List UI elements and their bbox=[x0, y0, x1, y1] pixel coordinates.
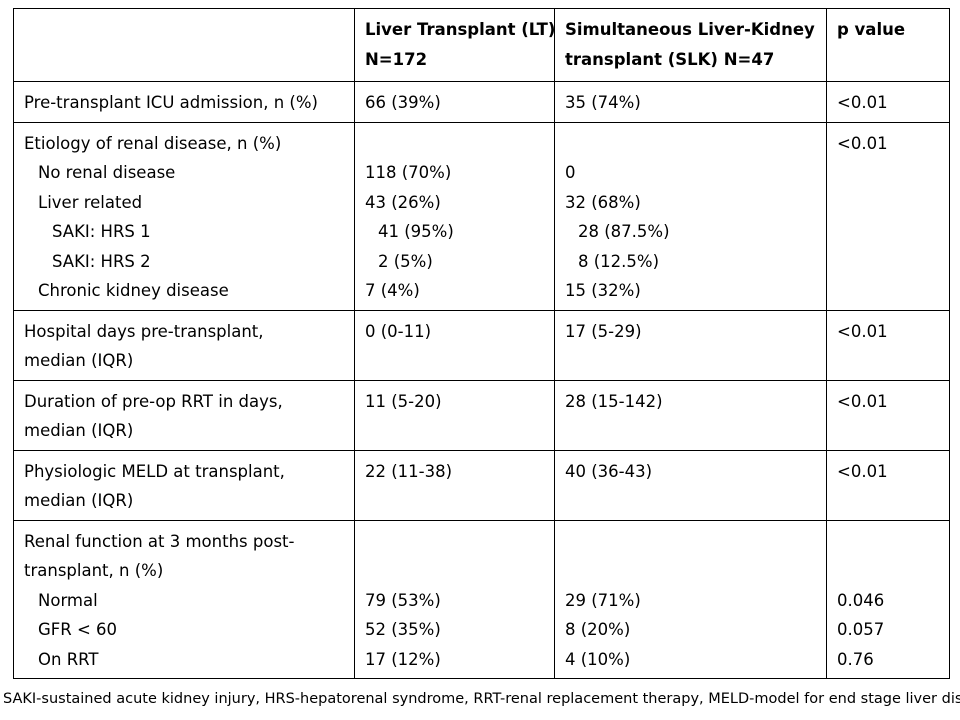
rrt-slk: 28 (15-142) bbox=[554, 379, 827, 451]
table-row-rrt: Duration of pre-op RRT in days, median (… bbox=[13, 379, 950, 451]
renal-onrrt-label: On RRT bbox=[38, 649, 99, 669]
renal-normal-slk: 29 (71%) bbox=[565, 590, 641, 610]
meld-p: <0.01 bbox=[826, 449, 950, 521]
etiology-hrs2-label: SAKI: HRS 2 bbox=[52, 251, 151, 271]
etiology-lt-cell: 118 (70%) 43 (26%) 41 (95%) 2 (5%) 7 (4%… bbox=[354, 121, 555, 311]
rrt-p: <0.01 bbox=[826, 379, 950, 451]
header-lt-line2: N=172 bbox=[365, 49, 428, 69]
renal-normal-lt: 79 (53%) bbox=[365, 590, 441, 610]
footnote: SAKI-sustained acute kidney injury, HRS-… bbox=[3, 691, 960, 707]
renal-normal-p: 0.046 bbox=[837, 590, 885, 610]
etiology-ckd-label: Chronic kidney disease bbox=[38, 281, 229, 300]
icu-slk: 35 (74%) bbox=[554, 81, 827, 123]
renal-label-line1: Renal function at 3 months post- bbox=[24, 531, 295, 551]
etiology-none-label: No renal disease bbox=[38, 163, 176, 182]
icu-label: Pre-transplant ICU admission, n (%) bbox=[13, 81, 355, 123]
header-lt: Liver Transplant (LT) N=172 bbox=[354, 8, 556, 82]
etiology-hrs2-lt: 2 (5%) bbox=[378, 251, 433, 271]
header-lt-line1: Liver Transplant (LT) bbox=[365, 20, 556, 39]
etiology-hrs1-lt: 41 (95%) bbox=[378, 222, 454, 241]
table-row-renal: Renal function at 3 months post- transpl… bbox=[13, 519, 950, 679]
comparison-table: Liver Transplant (LT) N=172 Simultaneous… bbox=[13, 8, 950, 679]
renal-normal-label: Normal bbox=[38, 590, 98, 610]
etiology-hrs2-slk: 8 (12.5%) bbox=[578, 251, 660, 271]
hospital-label-line1: Hospital days pre-transplant, bbox=[24, 321, 264, 341]
etiology-none-lt: 118 (70%) bbox=[365, 163, 452, 182]
etiology-p-cell: <0.01 bbox=[826, 121, 950, 311]
etiology-slk-cell: 0 32 (68%) 28 (87.5%) 8 (12.5%) 15 (32%) bbox=[554, 121, 827, 311]
hospital-label-line2: median (IQR) bbox=[24, 351, 134, 370]
renal-slk-cell: 29 (71%) 8 (20%) 4 (10%) bbox=[554, 519, 827, 679]
rrt-label-cell: Duration of pre-op RRT in days, median (… bbox=[13, 379, 355, 451]
renal-label-line2: transplant, n (%) bbox=[24, 561, 164, 580]
renal-gfr-p: 0.057 bbox=[837, 620, 885, 639]
header-slk-line1: Simultaneous Liver-Kidney bbox=[565, 20, 815, 39]
table-row-hospital: Hospital days pre-transplant, median (IQ… bbox=[13, 309, 950, 381]
hospital-label-cell: Hospital days pre-transplant, median (IQ… bbox=[13, 309, 355, 381]
etiology-liver-slk: 32 (68%) bbox=[565, 192, 641, 212]
rrt-label-line2: median (IQR) bbox=[24, 421, 134, 440]
etiology-label-cell: Etiology of renal disease, n (%) No rena… bbox=[13, 121, 355, 311]
renal-onrrt-slk: 4 (10%) bbox=[565, 649, 631, 669]
hospital-p: <0.01 bbox=[826, 309, 950, 381]
etiology-p: <0.01 bbox=[837, 133, 888, 153]
hospital-slk: 17 (5-29) bbox=[554, 309, 827, 381]
header-row: Liver Transplant (LT) N=172 Simultaneous… bbox=[13, 8, 950, 82]
icu-p: <0.01 bbox=[826, 81, 950, 123]
header-slk-line2: transplant (SLK) N=47 bbox=[565, 49, 775, 69]
meld-label-line1: Physiologic MELD at transplant, bbox=[24, 461, 285, 481]
rrt-lt: 11 (5-20) bbox=[354, 379, 555, 451]
renal-label-cell: Renal function at 3 months post- transpl… bbox=[13, 519, 355, 679]
etiology-ckd-lt: 7 (4%) bbox=[365, 281, 420, 300]
etiology-liver-label: Liver related bbox=[38, 192, 143, 212]
renal-gfr-label: GFR < 60 bbox=[38, 620, 118, 639]
table-row-icu: Pre-transplant ICU admission, n (%) 66 (… bbox=[13, 81, 950, 123]
rrt-label-line1: Duration of pre-op RRT in days, bbox=[24, 391, 283, 411]
etiology-liver-lt: 43 (26%) bbox=[365, 192, 441, 212]
table-row-meld: Physiologic MELD at transplant, median (… bbox=[13, 449, 950, 521]
header-pvalue-label: p value bbox=[837, 20, 906, 39]
etiology-ckd-slk: 15 (32%) bbox=[565, 281, 641, 300]
header-slk: Simultaneous Liver-Kidney transplant (SL… bbox=[554, 8, 827, 82]
header-empty-cell bbox=[13, 8, 355, 82]
table-row-etiology: Etiology of renal disease, n (%) No rena… bbox=[13, 121, 950, 311]
renal-p-cell: 0.046 0.057 0.76 bbox=[826, 519, 950, 679]
meld-label-line2: median (IQR) bbox=[24, 491, 134, 510]
etiology-hrs1-slk: 28 (87.5%) bbox=[578, 222, 670, 241]
renal-onrrt-lt: 17 (12%) bbox=[365, 649, 441, 669]
meld-label-cell: Physiologic MELD at transplant, median (… bbox=[13, 449, 355, 521]
renal-gfr-slk: 8 (20%) bbox=[565, 620, 631, 639]
renal-onrrt-p: 0.76 bbox=[837, 649, 874, 669]
header-pvalue: p value bbox=[826, 8, 950, 82]
renal-gfr-lt: 52 (35%) bbox=[365, 620, 441, 639]
etiology-none-slk: 0 bbox=[565, 163, 576, 182]
etiology-label: Etiology of renal disease, n (%) bbox=[24, 133, 282, 153]
renal-lt-cell: 79 (53%) 52 (35%) 17 (12%) bbox=[354, 519, 555, 679]
meld-lt: 22 (11-38) bbox=[354, 449, 555, 521]
icu-lt: 66 (39%) bbox=[354, 81, 555, 123]
meld-slk: 40 (36-43) bbox=[554, 449, 827, 521]
etiology-hrs1-label: SAKI: HRS 1 bbox=[52, 222, 151, 241]
hospital-lt: 0 (0-11) bbox=[354, 309, 555, 381]
